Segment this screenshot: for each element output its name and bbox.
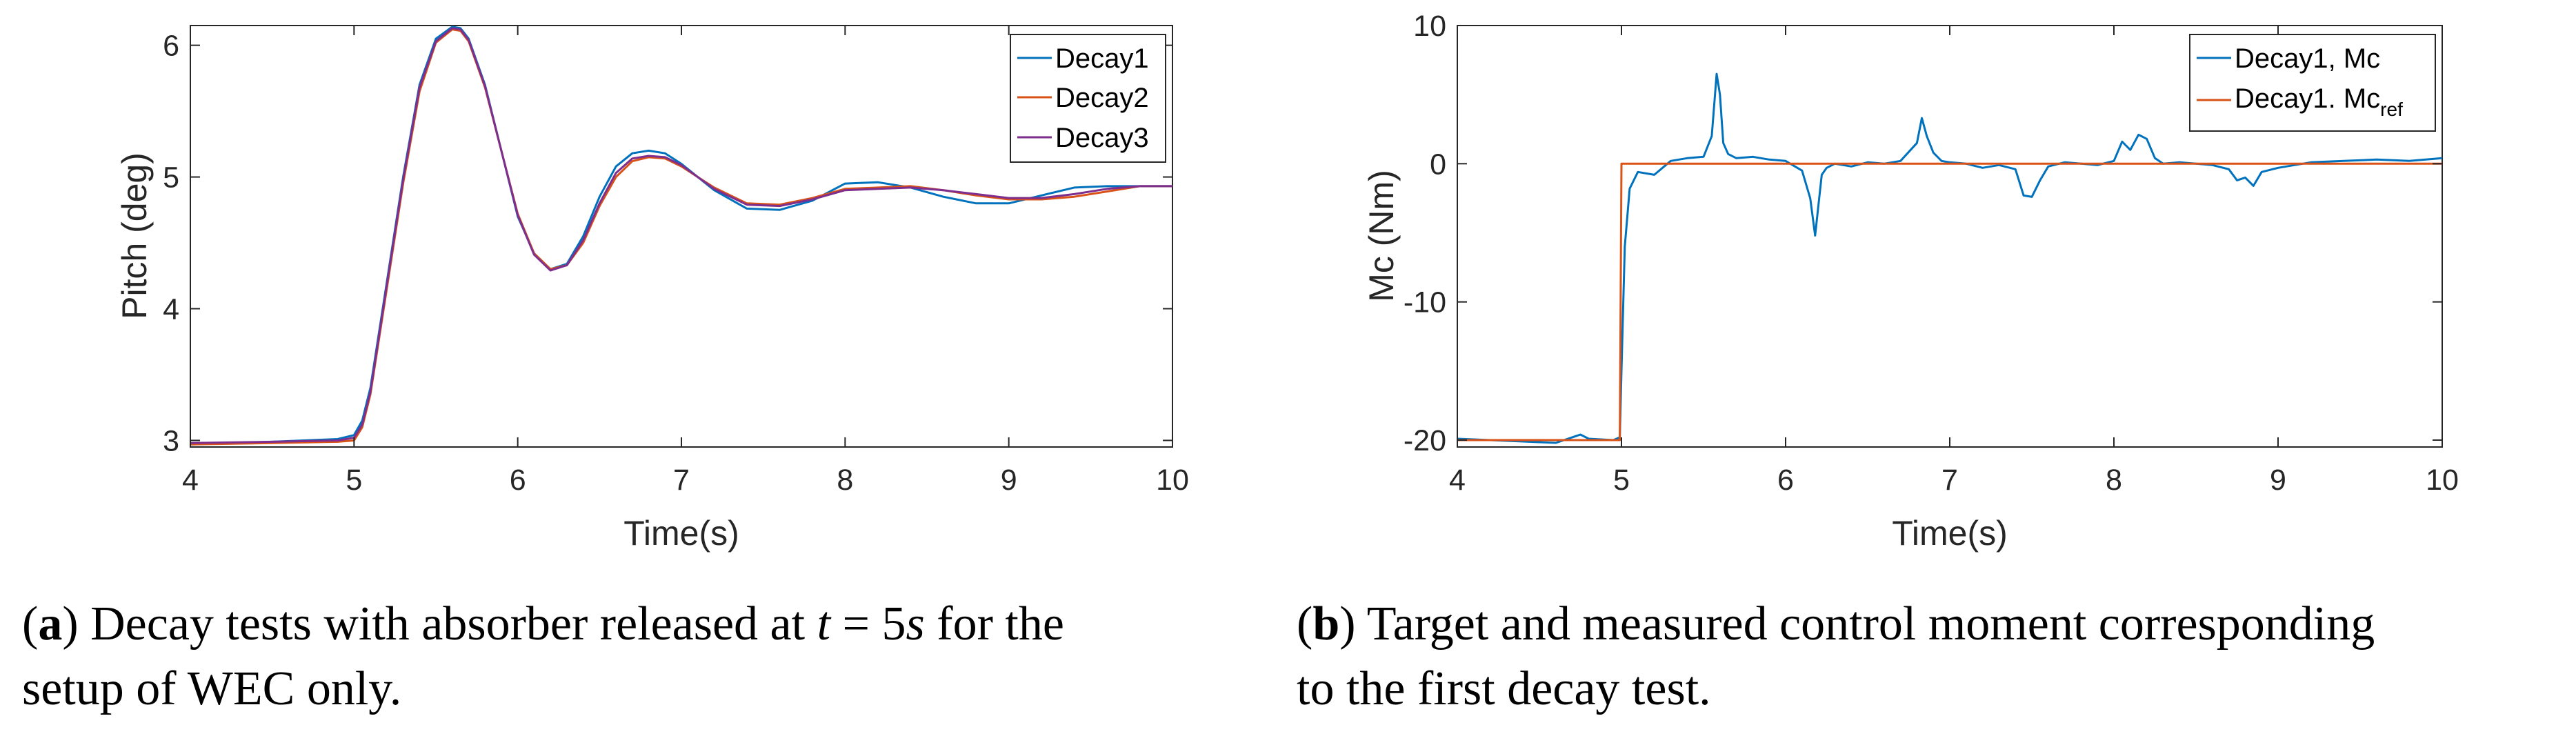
caption-a-text-pre: ) Decay tests with absorber released at [62, 597, 817, 650]
legend-label-mcref-sub: ref [2380, 99, 2403, 120]
caption-b-line1: (b) Target and measured control moment c… [1297, 597, 2375, 650]
legend-b: Decay1, Mc Decay1. Mcref [2189, 34, 2436, 132]
series-line-a-2 [190, 27, 1172, 444]
x-axis-label-a: Time(s) [623, 514, 739, 553]
caption-b: (b) Target and measured control moment c… [1297, 592, 2566, 722]
y-tick-label-b-3: 10 [1413, 10, 1446, 43]
y-ticks-a: 3 4 5 6 [163, 30, 1172, 457]
caption-a-math-rest: = 5 [830, 597, 906, 650]
y-tick-label-a-0: 3 [163, 424, 179, 457]
legend-label-decay2: Decay2 [1055, 83, 1149, 113]
x-tick-label-a-1: 5 [346, 464, 362, 497]
caption-b-label: b [1312, 597, 1340, 650]
x-ticks-a: 4 5 6 7 8 9 10 [182, 26, 1189, 497]
x-ticks-b: 4 5 6 7 8 9 10 [1449, 26, 2459, 497]
y-tick-label-b-2: 0 [1430, 148, 1446, 181]
x-tick-label-a-5: 9 [1001, 464, 1017, 497]
y-tick-label-a-1: 4 [163, 293, 179, 326]
caption-a-math-var: t [817, 597, 831, 650]
x-tick-label-b-2: 6 [1777, 464, 1794, 497]
x-axis-label-b: Time(s) [1892, 514, 2008, 553]
caption-b-line2: to the first decay test. [1297, 662, 1711, 715]
legend-label-decay3: Decay3 [1055, 123, 1149, 153]
caption-a-math-unit: s [906, 597, 925, 650]
legend-box-b [2189, 34, 2436, 132]
legend-label-decay1: Decay1 [1055, 43, 1149, 74]
y-tick-label-b-1: -10 [1404, 286, 1446, 319]
y-axis-label-b: Mc (Nm) [1362, 170, 1401, 302]
x-tick-label-a-6: 10 [1156, 464, 1189, 497]
y-tick-label-a-3: 6 [163, 30, 179, 63]
x-tick-label-b-3: 7 [1941, 464, 1958, 497]
legend-label-mcref: Decay1. Mcref [2235, 83, 2403, 120]
legend-label-mcref-main: Decay1. Mc [2235, 83, 2380, 114]
x-tick-label-a-3: 7 [673, 464, 690, 497]
plot-area-a [190, 25, 1173, 448]
series-line-b-1 [1457, 162, 2442, 441]
caption-a-label: a [38, 597, 63, 650]
y-tick-label-b-0: -20 [1404, 424, 1446, 457]
caption-a-text-post: for the [924, 597, 1064, 650]
x-tick-label-a-0: 4 [182, 464, 199, 497]
x-tick-label-b-1: 5 [1613, 464, 1630, 497]
x-tick-label-b-6: 10 [2426, 464, 2459, 497]
x-tick-label-a-4: 8 [837, 464, 853, 497]
series-group-a [190, 26, 1172, 446]
y-tick-label-a-2: 5 [163, 161, 179, 195]
x-tick-label-a-2: 6 [510, 464, 526, 497]
x-tick-label-b-0: 4 [1449, 464, 1466, 497]
legend-a: Decay1 Decay2 Decay3 [1010, 34, 1166, 163]
legend-label-mc: Decay1, Mc [2235, 43, 2380, 74]
caption-a: (a) Decay tests with absorber released a… [22, 592, 1264, 722]
y-axis-label-a: Pitch (deg) [115, 152, 154, 319]
x-tick-label-b-5: 9 [2270, 464, 2286, 497]
x-tick-label-b-4: 8 [2106, 464, 2122, 497]
series-group-b [1457, 72, 2443, 444]
caption-a-line2: setup of WEC only. [22, 662, 402, 715]
caption-a-line1: (a) Decay tests with absorber released a… [22, 597, 1064, 650]
caption-b-text-1: ) Target and measured control moment cor… [1339, 597, 2375, 650]
y-ticks-b: -20 -10 0 10 [1404, 10, 2442, 457]
chart-panel-b: 4 5 6 7 8 9 10 -20 -10 0 10 Time(s) Mc (Nm) Decay… [1362, 10, 2459, 553]
